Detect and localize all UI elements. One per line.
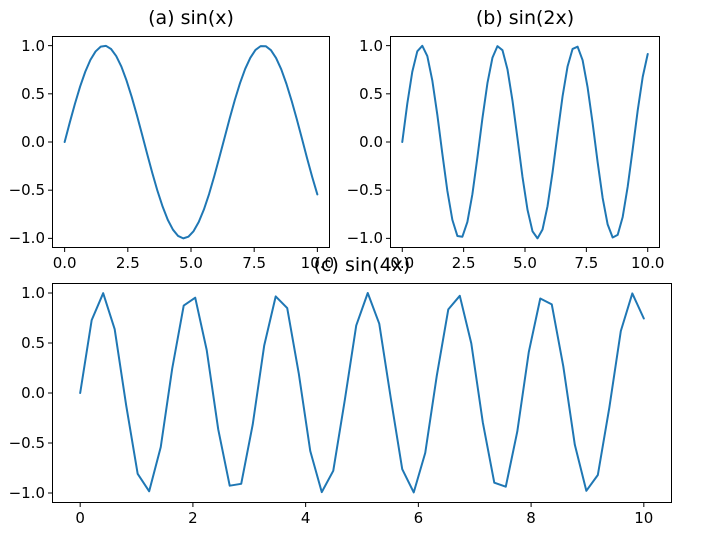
x-tick-label: 0 (75, 509, 85, 527)
y-tick-label: 0.5 (359, 84, 383, 103)
y-tick-label: 1.0 (359, 36, 383, 55)
y-tick-label: 0.5 (21, 333, 45, 352)
y-tick-label: 1.0 (21, 283, 45, 302)
subplot-c-plot-area (48, 283, 672, 507)
axes-frame (390, 36, 660, 248)
subplot-b-title: (b) sin(2x) (475, 7, 575, 30)
x-tick-label: 7.5 (242, 254, 267, 272)
x-tick-label: 2.5 (115, 254, 140, 272)
x-tick-label: 8 (526, 509, 536, 527)
y-tick-label: −0.5 (8, 433, 45, 452)
subplot-c-title: (c) sin(4x) (313, 254, 411, 277)
subplot-c: (c) sin(4x) 0 2 4 6 8 10 1.0 0.5 0.0 −0.5 −1.0 (9, 255, 672, 526)
y-tick-label: −1.0 (8, 229, 45, 248)
axes-frame (52, 283, 672, 503)
y-tick-label: −1.0 (346, 229, 383, 248)
x-tick-label: 0.0 (52, 254, 77, 272)
axes-frame (52, 36, 330, 248)
y-tick-label: 0.5 (21, 84, 45, 103)
y-tick-label: −1.0 (8, 483, 45, 502)
x-tick-label: 6 (413, 509, 424, 527)
x-tick-label: 10 (634, 509, 654, 527)
subplot-b: (b) sin(2x) 0.0 2.5 5.0 7.5 10.0 1.0 0.5 0.0 −0… (347, 8, 665, 271)
series-line-a (63, 44, 319, 240)
y-tick-label: 0.0 (21, 132, 45, 151)
y-tick-label: −0.5 (346, 180, 383, 199)
series-line-c (79, 292, 645, 494)
x-tick-label: 5.0 (513, 254, 537, 272)
y-tick-label: 0.0 (21, 383, 45, 402)
y-tick-label: 1.0 (21, 36, 45, 55)
x-tick-label: 2 (188, 509, 198, 527)
subplot-a: (a) sin(x) 0.0 2.5 5.0 7.5 10.0 1.0 0.5 0.0 −0.… (9, 8, 335, 271)
y-tick-label: 0.0 (359, 132, 383, 151)
subplot-b-plot-area (386, 36, 660, 252)
x-tick-label: 7.5 (574, 254, 599, 272)
x-tick-label: 10.0 (631, 254, 665, 272)
subplot-a-title: (a) sin(x) (148, 7, 234, 30)
subplot-a-plot-area (48, 36, 330, 252)
x-tick-label: 5.0 (179, 254, 203, 272)
x-tick-label: 4 (300, 509, 311, 527)
series-line-b (401, 44, 649, 240)
y-tick-label: −0.5 (8, 180, 45, 199)
x-tick-label: 2.5 (451, 254, 476, 272)
